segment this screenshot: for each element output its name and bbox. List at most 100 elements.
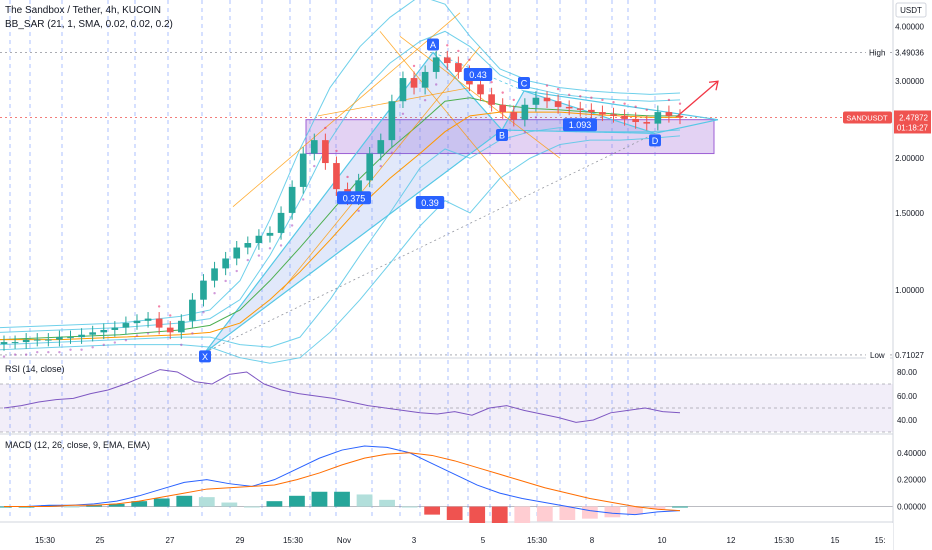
point-b-label: B [499,131,505,141]
point-a-badge [427,38,439,51]
point-c-label: C [521,78,528,88]
time-tick: 25 [96,536,105,545]
candle-body [277,212,285,233]
candle-body [654,112,662,124]
sar-dot [346,175,349,179]
sar-dot [534,116,538,119]
pattern-xb-line [204,129,503,353]
sar-dot [69,348,72,351]
time-tick: 15:30 [774,536,795,545]
candle-body [443,57,451,64]
sar-dot [523,131,527,134]
candle-body [56,337,63,340]
bollinger-band-line [0,135,681,364]
pattern-xd-line [204,132,656,353]
macd-label[interactable]: MACD (12, 26, close, 9, EMA, EMA) [5,440,151,450]
sar-dot [678,102,682,105]
candle-body [565,106,573,109]
point-x-badge [199,350,211,363]
time-tick: 15:30 [527,536,548,545]
sar-dot [457,49,460,53]
sar-dot [146,332,150,335]
rsi-label[interactable]: RSI (14, close) [5,364,65,374]
sar-dot [257,254,261,257]
sar-dot [612,100,615,104]
candle-body [67,337,74,339]
point-d-badge [649,134,661,147]
sar-dot [412,64,416,68]
macd-histogram-bar [627,506,643,515]
time-tick: 29 [236,536,245,545]
candle-body [11,342,19,344]
candle-body [510,112,518,120]
sar-dot [113,341,117,344]
candle-body [421,71,429,88]
macd-histogram-bar [86,505,103,507]
sar-dot [379,164,382,168]
time-tick: 15: [874,536,885,545]
candle-body [355,180,362,199]
candle-body [288,186,296,213]
candle-body [410,78,418,88]
time-tick: 10 [658,536,667,545]
sar-dot [390,151,394,154]
last-price: 2.47872 [899,113,928,122]
projection-arrow [675,80,719,118]
sar-dot [224,279,227,283]
candle-body [233,247,241,259]
sar-dot [545,84,549,87]
macd-histogram-bar [176,495,193,507]
candle-body [189,299,196,321]
axis-background [893,0,932,550]
sar-dot [302,198,305,201]
candle-body [111,327,119,330]
macd-histogram-bar [311,491,328,507]
macd-histogram-bar [491,506,508,526]
sar-dot [169,314,172,317]
fan-line [281,46,481,291]
sar-dot [36,350,39,354]
rsi-panel [0,369,893,433]
sar-dot [2,355,6,358]
candle-body [610,114,617,116]
macd-histogram-bar [131,501,148,507]
macd-histogram-bar [649,506,666,510]
sar-dot [102,343,105,347]
point-a-label: A [430,40,436,50]
candle-body [166,327,174,333]
macd-histogram-bar [266,501,283,507]
low-tag: Low [870,351,885,360]
sar-dot [313,164,316,168]
sar-dot [324,126,327,130]
candle-body [576,108,584,110]
rsi-tick: 60.00 [897,392,918,401]
fan-line [379,31,521,201]
candle-body [366,153,374,181]
candle-body [310,140,318,154]
currency-box [895,2,927,18]
candle-body [100,329,108,333]
sar-dot [279,244,283,247]
candle-body [588,109,595,113]
pattern-bd-line [501,129,656,134]
candle-body [388,101,396,141]
candle-body [244,243,252,248]
price-tick: 3.00000 [895,77,924,86]
sar-dot [124,338,128,342]
sar-dot [58,350,61,354]
symbol-badge-text: SANDUSDT [846,113,888,122]
sar-dot [157,305,161,308]
candle-body [0,342,8,344]
sar-dot [446,44,449,47]
time-axis-background [0,523,893,550]
macd-histogram-bar [153,498,170,507]
candle-body [377,140,385,154]
indicator-label[interactable]: BB_SAR (21, 1, SMA, 0.02, 0.02, 0.2) [5,19,173,30]
point-b-badge [496,129,508,142]
candle-body [133,320,141,324]
price-axis: USDT 4.00000 3.00000 2.00000 1.50000 1.00000 H… [843,0,932,550]
rsi-tick: 80.00 [897,368,918,377]
fan-line [232,12,461,207]
time-tick: 8 [590,536,595,545]
